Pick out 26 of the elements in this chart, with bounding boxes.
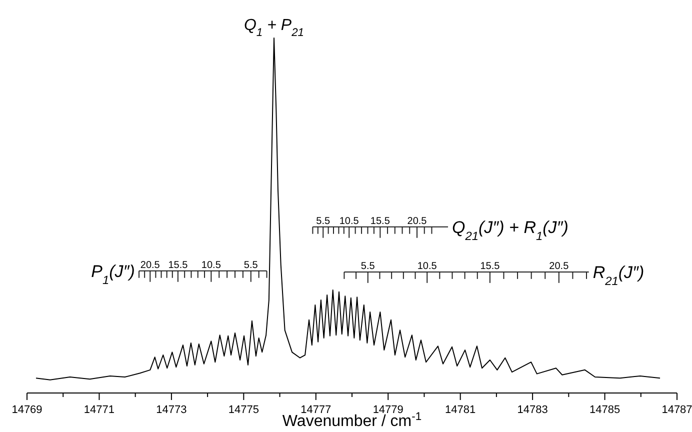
x-tick-label: 14773 [156,404,187,416]
x-tick-label: 14779 [372,404,404,416]
annotation: 20.5 [549,260,570,272]
x-tick-label: 14777 [300,404,332,416]
annotation: 15.5 [480,260,500,272]
x-tick-label: 14769 [12,404,42,416]
x-tick-label: 14787 [662,404,692,416]
annotation: Q$_{1}$ + P$_{21}$ [244,17,304,39]
x-tick-label: 14785 [589,404,620,416]
annotation: 15.5 [168,260,188,271]
annotation: Q$_{21}$(J″) + R$_{1}$(J″) [452,218,568,243]
annotation: 10.5 [417,260,438,272]
annotation: R$_{21}$(J″) [592,262,644,288]
annotation: P$_{1}$(J″) [91,262,135,287]
annotation: 10.5 [339,216,360,227]
x-tick-label: 14775 [228,404,259,416]
x-tick-label: 14783 [517,404,548,416]
annotation: 5.5 [244,260,258,271]
x-tick-label: 14771 [84,404,115,416]
annotation: 20.5 [407,216,428,227]
x-tick-label: 14781 [445,404,476,416]
annotation: 15.5 [370,216,390,227]
annotation: 20.5 [140,260,160,271]
annotation: 10.5 [201,260,222,271]
annotation: 5.5 [360,260,376,272]
annotation: 5.5 [316,216,330,227]
